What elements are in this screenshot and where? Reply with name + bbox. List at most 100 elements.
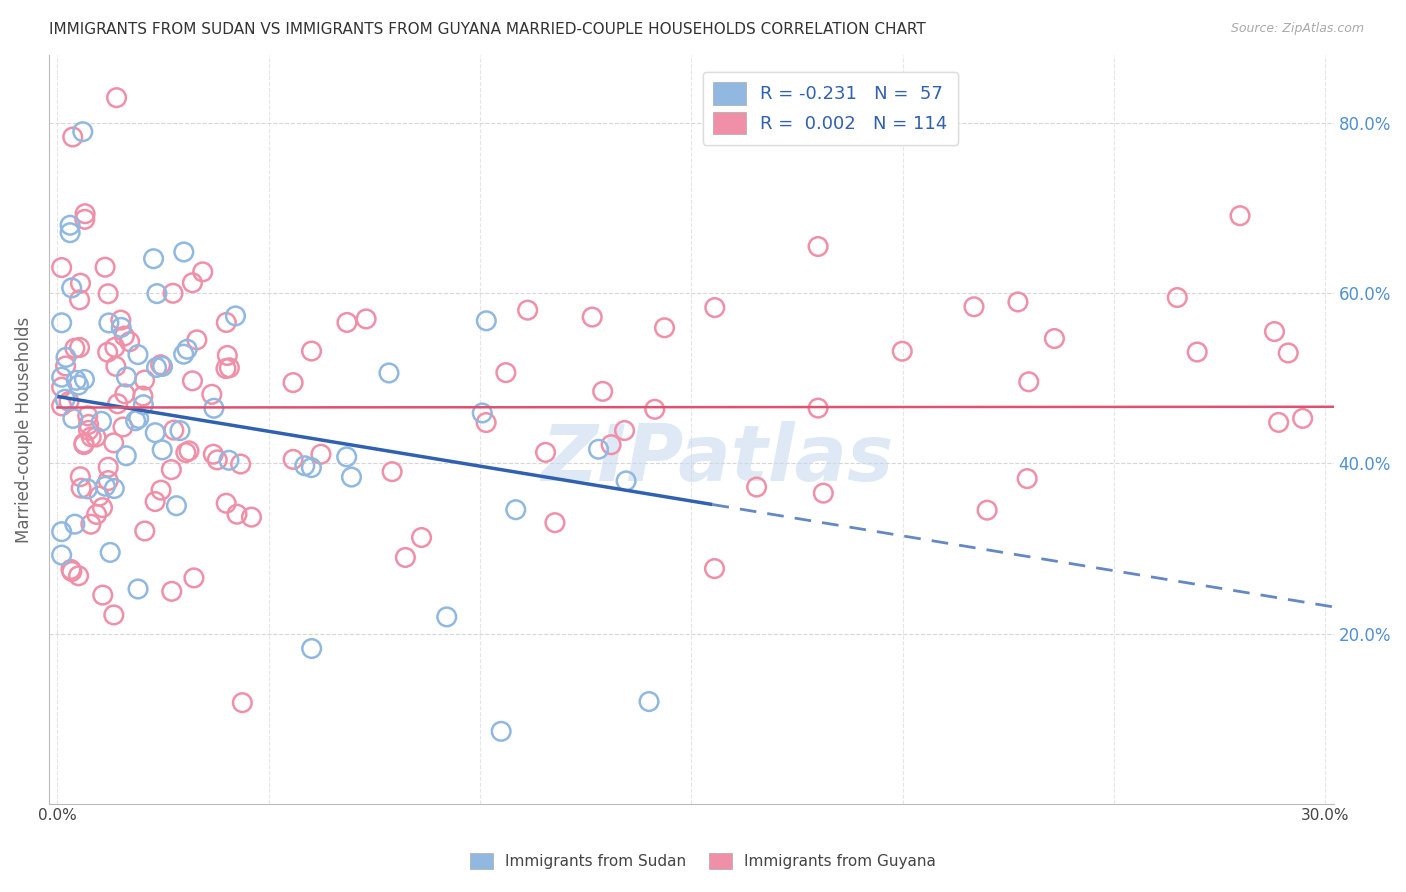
Point — [51, 260, 73, 275]
Point — [51, 399, 73, 413]
Point — [807, 239, 830, 253]
Point — [51, 316, 73, 330]
Point — [301, 344, 323, 359]
Point — [807, 401, 830, 416]
Point — [84, 430, 107, 444]
Point — [89, 489, 111, 503]
Point — [128, 411, 150, 425]
Point — [489, 724, 512, 739]
Point — [97, 345, 120, 359]
Point — [69, 277, 91, 291]
Point — [65, 373, 87, 387]
Point — [104, 359, 127, 374]
Point — [91, 500, 114, 515]
Point — [299, 460, 322, 475]
Point — [703, 561, 725, 575]
Point — [581, 310, 603, 324]
Point — [124, 414, 146, 428]
Text: Source: ZipAtlas.com: Source: ZipAtlas.com — [1230, 22, 1364, 36]
Point — [132, 398, 155, 412]
Point — [73, 372, 96, 386]
Point — [169, 424, 191, 438]
Point — [592, 384, 614, 399]
Point — [202, 401, 225, 416]
Point — [963, 300, 986, 314]
Point — [229, 457, 252, 471]
Point — [127, 582, 149, 596]
Point — [76, 409, 98, 423]
Point — [201, 387, 224, 401]
Point — [215, 361, 238, 376]
Point — [215, 496, 238, 510]
Point — [218, 453, 240, 467]
Point — [183, 571, 205, 585]
Point — [90, 414, 112, 428]
Point — [177, 443, 200, 458]
Point — [1263, 325, 1285, 339]
Point — [1018, 375, 1040, 389]
Point — [160, 462, 183, 476]
Y-axis label: Married-couple Households: Married-couple Households — [15, 317, 32, 542]
Point — [53, 392, 76, 407]
Point — [59, 226, 82, 240]
Point — [181, 276, 204, 290]
Point — [62, 130, 84, 145]
Point — [301, 641, 323, 656]
Point — [588, 442, 610, 457]
Point — [381, 465, 404, 479]
Point — [94, 479, 117, 493]
Point — [613, 424, 636, 438]
Point — [173, 347, 195, 361]
Point — [614, 474, 637, 488]
Point — [72, 125, 94, 139]
Point — [91, 588, 114, 602]
Point — [207, 453, 229, 467]
Point — [336, 450, 359, 464]
Point — [69, 293, 91, 307]
Point — [75, 207, 97, 221]
Point — [976, 503, 998, 517]
Point — [165, 499, 187, 513]
Point — [1017, 472, 1039, 486]
Point — [51, 524, 73, 539]
Point — [745, 480, 768, 494]
Point — [281, 376, 304, 390]
Point — [80, 430, 103, 444]
Point — [110, 320, 132, 334]
Point — [654, 320, 676, 334]
Point — [69, 341, 91, 355]
Point — [59, 562, 82, 576]
Point — [104, 340, 127, 354]
Point — [112, 329, 135, 343]
Point — [145, 360, 167, 375]
Point — [55, 359, 77, 373]
Point — [150, 442, 173, 457]
Point — [97, 286, 120, 301]
Point — [97, 460, 120, 475]
Point — [94, 260, 117, 275]
Point — [336, 315, 359, 329]
Point — [218, 360, 240, 375]
Point — [146, 286, 169, 301]
Point — [55, 351, 77, 365]
Point — [224, 309, 246, 323]
Point — [181, 374, 204, 388]
Point — [60, 565, 83, 579]
Point — [471, 406, 494, 420]
Point — [103, 436, 125, 450]
Point — [281, 452, 304, 467]
Point — [143, 425, 166, 440]
Point — [60, 281, 83, 295]
Point — [97, 316, 120, 330]
Point — [231, 696, 253, 710]
Point — [340, 470, 363, 484]
Point — [516, 303, 538, 318]
Point — [544, 516, 567, 530]
Point — [51, 380, 73, 394]
Point — [294, 458, 316, 473]
Point — [1292, 411, 1315, 425]
Point — [97, 474, 120, 488]
Point — [891, 344, 914, 359]
Point — [226, 507, 249, 521]
Point — [638, 694, 661, 708]
